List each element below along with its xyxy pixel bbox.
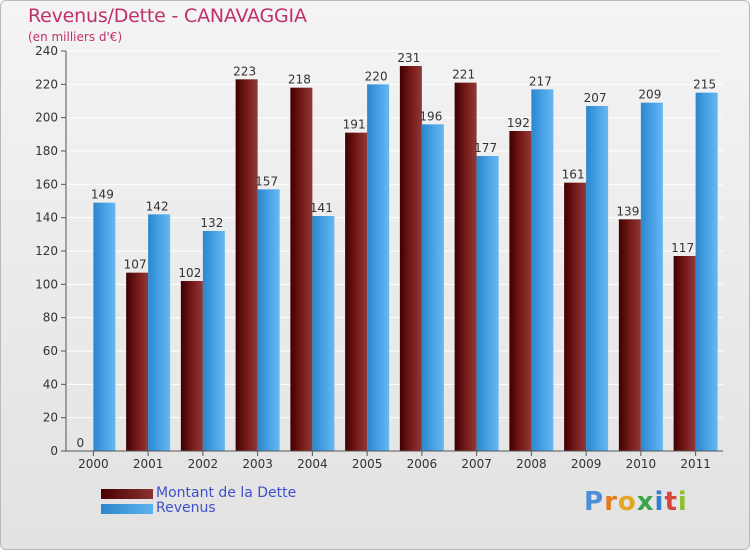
data-label-revenus: 132 xyxy=(200,216,223,230)
y-tick-label: 160 xyxy=(35,177,58,191)
x-tick-label: 2001 xyxy=(133,457,164,471)
x-tick-label: 2006 xyxy=(407,457,438,471)
labels-layer: 0 149 107 142 102 132 223 157 218 141 191 220 231 196… xyxy=(77,51,717,450)
logo-letter: o xyxy=(617,487,637,517)
bar-revenus xyxy=(257,189,280,452)
logo-letter: P xyxy=(584,487,605,517)
data-label-dette: 192 xyxy=(507,116,530,130)
y-tick-label: 180 xyxy=(35,144,58,158)
bar-dette xyxy=(399,66,422,451)
data-label-dette: 0 xyxy=(77,436,85,450)
y-tick-label: 240 xyxy=(35,44,58,58)
y-tick-label: 80 xyxy=(43,311,58,325)
legend-label-debt: Montant de la Dette xyxy=(156,485,297,501)
y-tick-label: 0 xyxy=(50,444,58,458)
data-label-revenus: 220 xyxy=(365,69,388,83)
proxiti-logo: Proxiti xyxy=(584,487,688,517)
data-label-dette: 102 xyxy=(178,266,201,280)
bar-revenus xyxy=(640,102,663,452)
bar-dette xyxy=(454,82,477,452)
bar-dette xyxy=(180,281,203,451)
y-tick-label: 120 xyxy=(35,244,58,258)
bar-dette xyxy=(564,182,587,451)
axis-layer: 0 20 40 60 80 100 120 140 160 180 200 220 240 2000 200… xyxy=(35,44,723,471)
chart-subtitle: (en milliers d'€) xyxy=(28,30,123,44)
x-tick-label: 2003 xyxy=(242,457,273,471)
data-label-dette: 117 xyxy=(671,241,694,255)
bar-dette xyxy=(235,79,258,451)
data-label-revenus: 149 xyxy=(91,188,114,202)
data-label-revenus: 142 xyxy=(146,199,169,213)
bar-dette xyxy=(618,219,641,451)
data-label-revenus: 157 xyxy=(255,174,278,188)
logo-letter: t xyxy=(664,487,678,517)
bar-dette xyxy=(345,132,368,451)
data-label-revenus: 207 xyxy=(584,91,607,105)
data-label-dette: 191 xyxy=(343,118,366,132)
y-tick-label: 100 xyxy=(35,277,58,291)
bar-revenus xyxy=(202,231,225,451)
bar-revenus xyxy=(93,202,116,451)
bar-revenus xyxy=(312,216,335,451)
y-tick-label: 200 xyxy=(35,111,58,125)
bar-dette xyxy=(673,256,696,451)
data-label-dette: 223 xyxy=(233,64,256,78)
grid-layer xyxy=(66,50,723,452)
x-tick-label: 2000 xyxy=(78,457,109,471)
bar-revenus xyxy=(421,124,444,451)
data-label-revenus: 196 xyxy=(419,109,442,123)
bar-revenus xyxy=(367,84,390,451)
data-label-dette: 139 xyxy=(616,204,639,218)
bar-dette xyxy=(126,272,149,451)
x-tick-label: 2005 xyxy=(352,457,383,471)
data-label-revenus: 141 xyxy=(310,201,333,215)
chart-title: Revenus/Dette - CANAVAGGIA xyxy=(28,5,307,27)
x-tick-label: 2004 xyxy=(297,457,328,471)
bar-revenus xyxy=(476,156,499,451)
y-tick-label: 220 xyxy=(35,77,58,91)
data-label-revenus: 209 xyxy=(638,88,661,102)
bar-dette xyxy=(290,87,313,452)
data-label-dette: 107 xyxy=(124,258,147,272)
data-label-dette: 231 xyxy=(397,51,420,65)
legend-swatch-revenus xyxy=(101,504,153,514)
x-tick-label: 2009 xyxy=(571,457,602,471)
bar-revenus xyxy=(586,106,609,451)
bar-revenus xyxy=(148,214,171,451)
data-label-revenus: 177 xyxy=(474,141,497,155)
y-tick-label: 40 xyxy=(43,377,58,391)
y-tick-label: 60 xyxy=(43,344,58,358)
bar-revenus xyxy=(531,89,554,451)
data-label-dette: 218 xyxy=(288,73,311,87)
x-tick-label: 2007 xyxy=(461,457,492,471)
logo-letter: r xyxy=(604,487,618,517)
x-tick-label: 2002 xyxy=(188,457,219,471)
y-tick-label: 140 xyxy=(35,211,58,225)
data-label-revenus: 217 xyxy=(529,74,552,88)
bar-dette xyxy=(509,131,532,451)
logo-letter: i xyxy=(677,487,688,517)
logo-letter: x xyxy=(636,487,655,517)
y-tick-label: 20 xyxy=(43,411,58,425)
x-tick-label: 2011 xyxy=(680,457,711,471)
legend-swatch-debt xyxy=(101,489,153,499)
x-tick-label: 2008 xyxy=(516,457,547,471)
x-tick-label: 2010 xyxy=(626,457,657,471)
logo-letter: i xyxy=(654,487,665,517)
data-label-dette: 161 xyxy=(562,168,585,182)
legend-label-revenus: Revenus xyxy=(156,500,216,516)
bars-layer xyxy=(93,66,718,452)
data-label-revenus: 215 xyxy=(693,78,716,92)
data-label-dette: 221 xyxy=(452,68,475,82)
bar-revenus xyxy=(695,92,718,452)
